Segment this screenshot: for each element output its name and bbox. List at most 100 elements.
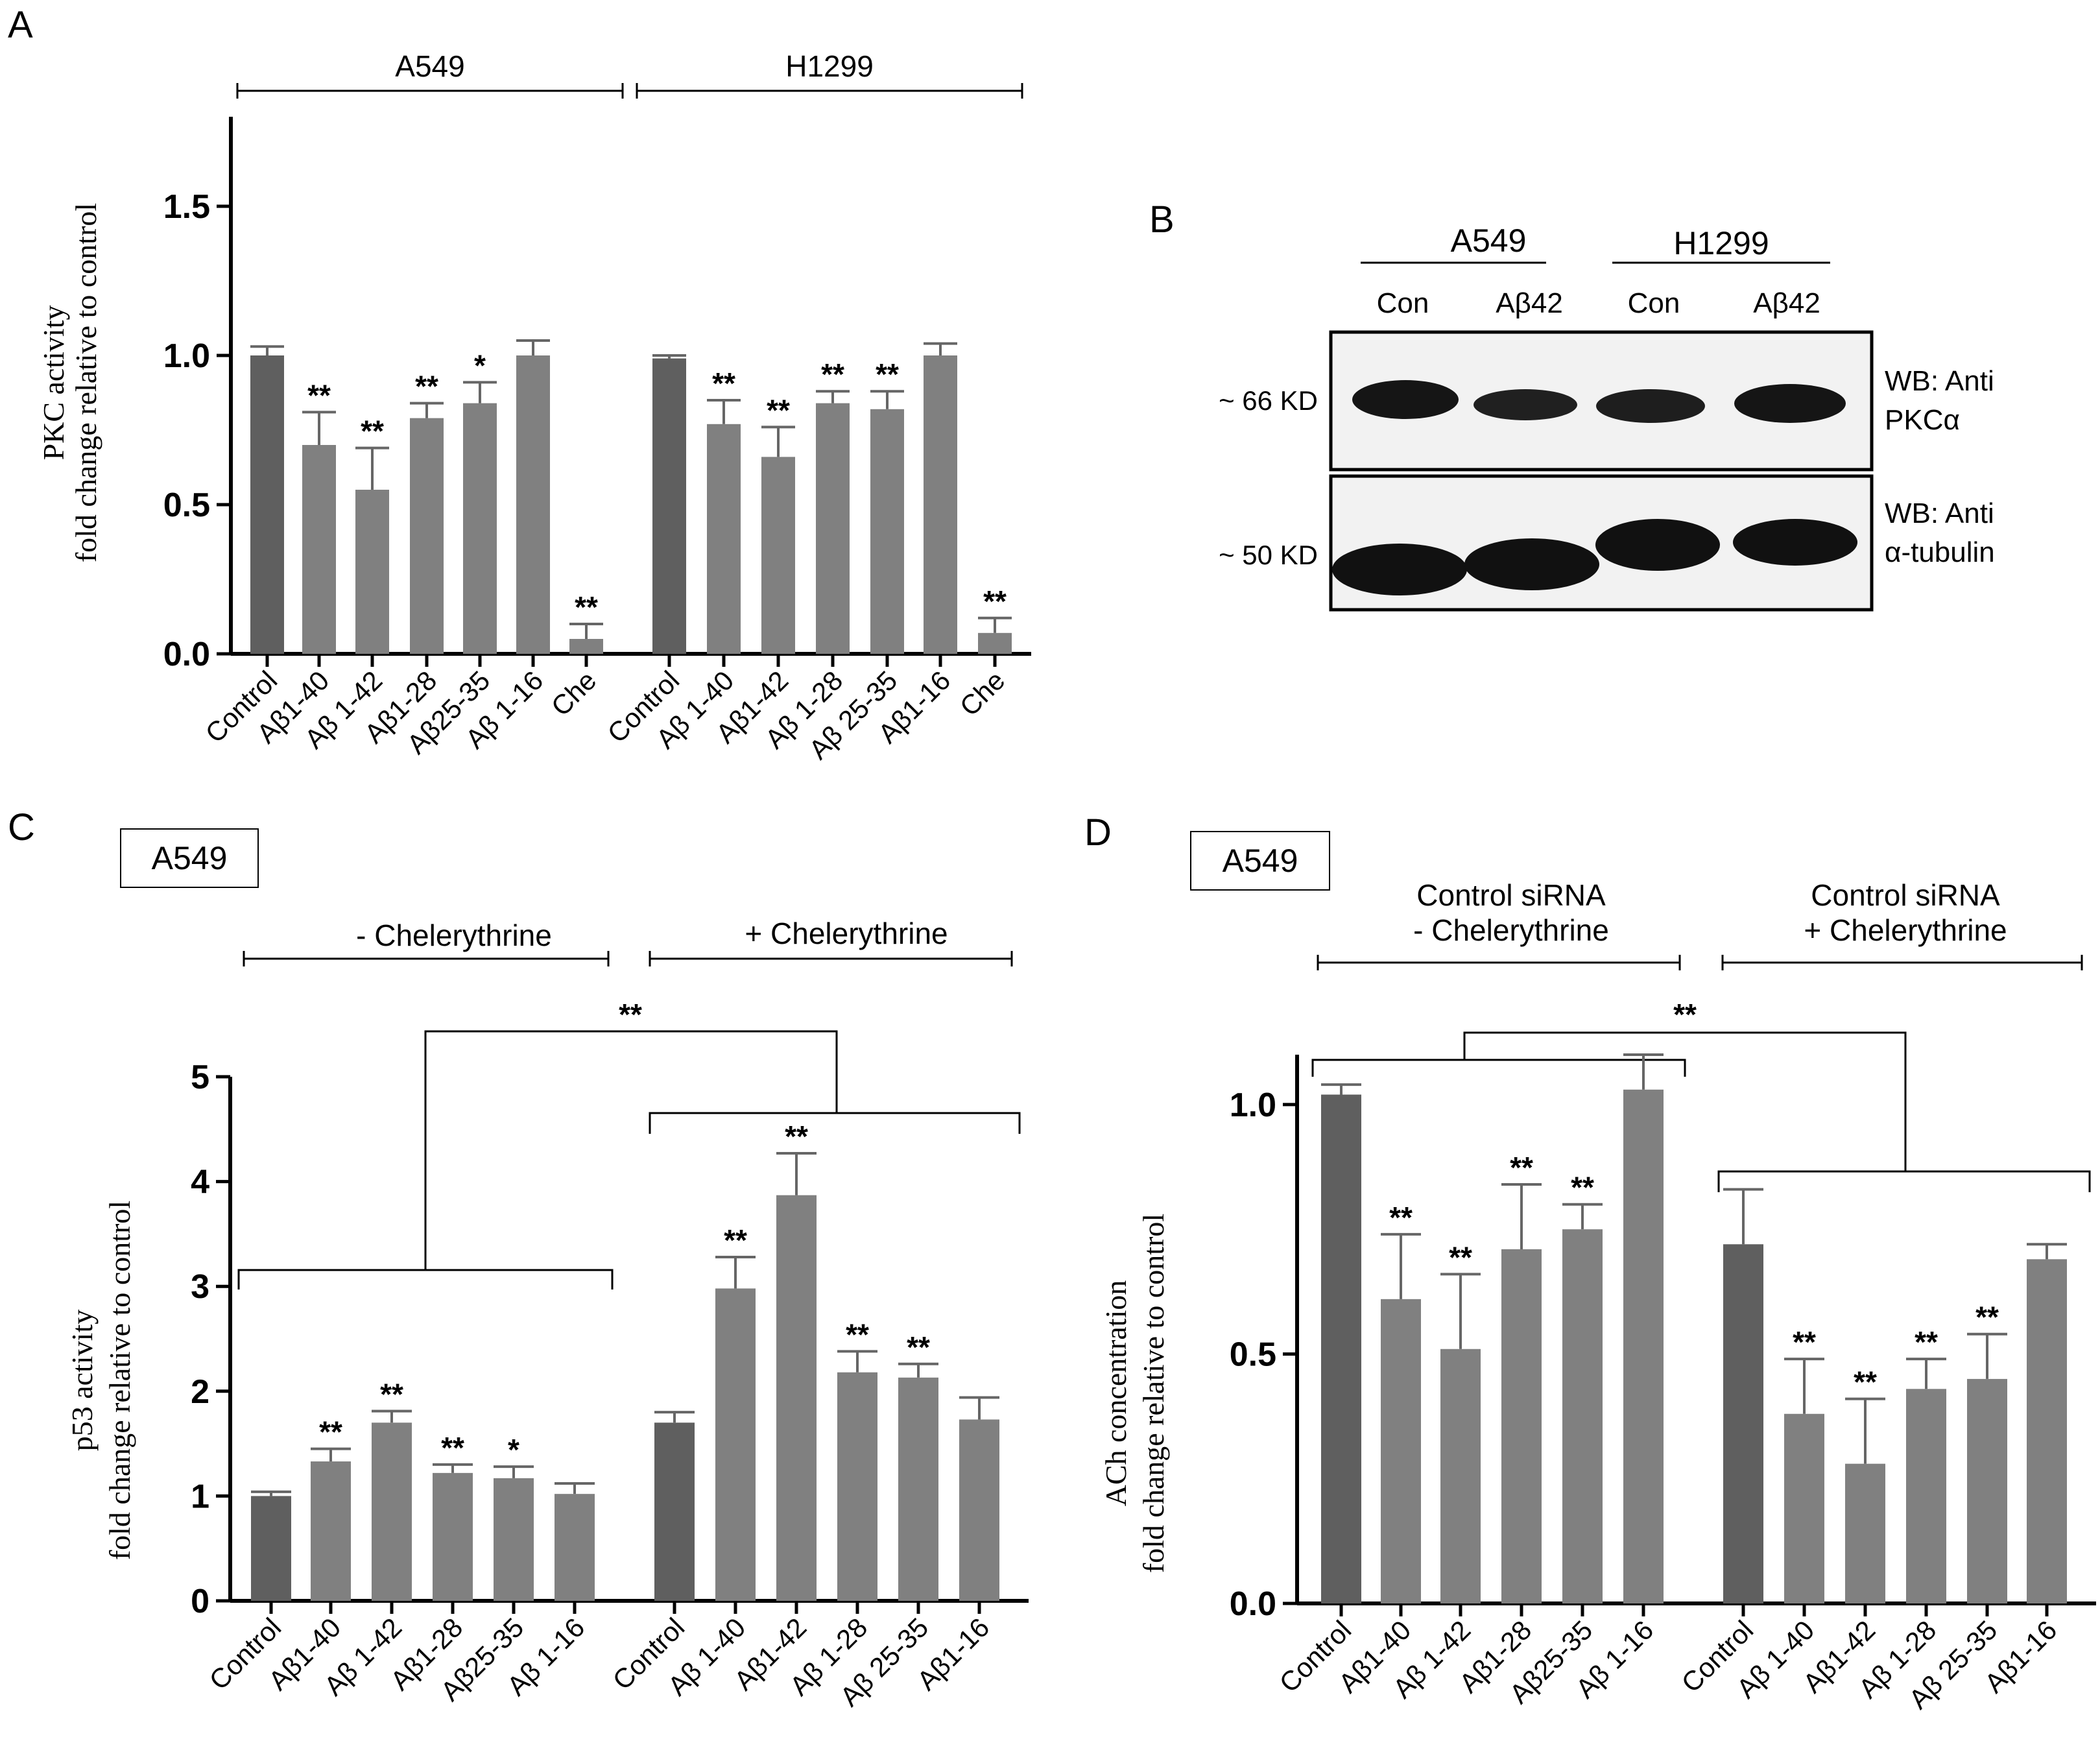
wb-tubulin-line1: WB: Anti: [1885, 498, 1994, 529]
y-tick-label-a-2: 1.0: [163, 337, 210, 375]
group-bracket-h1299: [636, 83, 1023, 99]
band-pkca-4: [1734, 384, 1846, 423]
lane-label-1: Con: [1377, 287, 1429, 319]
significance-a-8: **: [712, 366, 735, 400]
comparison-connector-c: [424, 1030, 838, 1270]
y-tick-label-a-0: 0.0: [163, 636, 210, 673]
y-tick-label-a-3: 1.5: [163, 188, 210, 226]
y-tick-label-c-4: 4: [191, 1164, 209, 1201]
group-label-d-1-line1: Control siRNA: [1416, 878, 1606, 912]
group-label-d-2-line2: + Chelerythrine: [1804, 913, 2007, 947]
y-tick-label-d-1: 0.5: [1230, 1336, 1276, 1373]
group-bracket-d-2: [1721, 955, 2083, 970]
bar-a-6: [569, 639, 603, 654]
band-tubulin-1: [1332, 544, 1467, 595]
bar-a-12: [924, 355, 957, 654]
significance-a-3: **: [415, 370, 438, 403]
y-axis-label-a-line1: PKC activity: [37, 306, 70, 461]
blot-group-a549: A549: [1451, 222, 1527, 259]
bar-c-7: [715, 1288, 756, 1601]
panel-a: A549 H1299 PKC activity fold change rela…: [37, 49, 1031, 765]
y-tick-label-c-5: 5: [191, 1059, 209, 1096]
significance-d-10: **: [1975, 1301, 1999, 1334]
band-tubulin-4: [1733, 519, 1857, 566]
y-tick-label-d-0: 0.0: [1230, 1585, 1276, 1623]
group-bracket-d-1: [1317, 955, 1681, 970]
bar-c-0: [251, 1496, 291, 1601]
group-label-d-2-line1: Control siRNA: [1811, 878, 2000, 912]
bar-d-0: [1321, 1094, 1361, 1603]
lane-label-3: Con: [1628, 287, 1680, 319]
bar-d-6: [1723, 1244, 1763, 1603]
bar-c-8: [776, 1195, 817, 1601]
comparison-connector-d: [1463, 1031, 1907, 1171]
y-axis-label-d-line2: fold change relative to control: [1137, 1214, 1170, 1573]
band-tubulin-3: [1595, 519, 1720, 571]
band-pkca-1: [1352, 380, 1459, 419]
significance-a-2: **: [361, 414, 384, 448]
comparison-bracket-c-right: [649, 1112, 1021, 1134]
marker-66kd: ~ 66 KD: [1219, 385, 1318, 416]
group-label-a549: A549: [395, 49, 464, 83]
bar-d-11: [2027, 1259, 2067, 1603]
y-axis-label-c-line1: p53 activity: [66, 1310, 99, 1451]
group-label-h1299: H1299: [785, 49, 874, 83]
bar-c-1: [311, 1461, 351, 1601]
band-pkca-2: [1474, 389, 1577, 420]
bar-d-1: [1381, 1299, 1421, 1603]
significance-c-3: **: [441, 1431, 464, 1465]
y-tick-label-c-0: 0: [191, 1583, 209, 1620]
panel-label-b: B: [1149, 198, 1175, 241]
bar-a-11: [870, 409, 904, 654]
significance-c-9: **: [846, 1317, 869, 1351]
band-tubulin-2: [1464, 538, 1599, 590]
comparison-significance-c: **: [619, 998, 642, 1031]
bar-a-9: [761, 457, 795, 654]
wb-pkca-line1: WB: Anti: [1885, 365, 1994, 397]
bar-c-9: [837, 1372, 877, 1601]
significance-d-9: **: [1915, 1325, 1938, 1359]
cell-line-label-c: A549: [152, 840, 228, 876]
bar-a-5: [516, 355, 550, 654]
significance-a-6: **: [575, 590, 598, 624]
significance-d-1: **: [1389, 1201, 1413, 1234]
significance-c-8: **: [785, 1120, 808, 1153]
bar-d-5: [1623, 1089, 1664, 1603]
significance-c-2: **: [380, 1378, 403, 1411]
bar-c-2: [372, 1422, 412, 1601]
panel-label-c: C: [8, 806, 35, 848]
blot-group-h1299: H1299: [1673, 225, 1769, 261]
category-label-a-6: Che: [545, 665, 603, 722]
bar-a-13: [978, 632, 1012, 654]
group-bracket-a549: [236, 83, 624, 99]
comparison-bracket-d-left: [1311, 1059, 1686, 1077]
significance-a-10: **: [821, 357, 844, 391]
y-tick-label-a-1: 0.5: [163, 486, 210, 524]
y-axis-label-c-line2: fold change relative to control: [103, 1201, 136, 1560]
significance-d-2: **: [1449, 1240, 1472, 1274]
significance-c-4: *: [508, 1433, 519, 1467]
bar-c-5: [555, 1494, 595, 1601]
bar-c-6: [654, 1422, 695, 1601]
group-label-c-plus: + Chelerythrine: [745, 917, 948, 950]
bar-d-4: [1562, 1229, 1603, 1603]
cell-line-box-d: [1190, 831, 1330, 891]
group-label-d-1-line2: - Chelerythrine: [1413, 913, 1609, 947]
panel-b: A549 H1299 Con Aβ42 Con Aβ42 ~ 66 KD ~ 5…: [1219, 222, 1995, 612]
cell-line-label-d: A549: [1223, 843, 1298, 879]
lane-label-2: Aβ42: [1496, 287, 1563, 319]
significance-a-13: **: [983, 584, 1007, 618]
wb-tubulin-line2: α-tubulin: [1885, 536, 1995, 568]
band-pkca-3: [1596, 389, 1705, 423]
bar-d-9: [1906, 1389, 1946, 1603]
bar-a-1: [302, 445, 336, 654]
bar-c-11: [959, 1419, 999, 1601]
panel-label-d: D: [1084, 811, 1112, 854]
y-tick-label-c-2: 2: [191, 1373, 209, 1411]
group-bracket-c-plus: [649, 951, 1013, 966]
y-tick-label-c-1: 1: [191, 1478, 209, 1515]
group-label-c-minus: - Chelerythrine: [356, 918, 552, 952]
